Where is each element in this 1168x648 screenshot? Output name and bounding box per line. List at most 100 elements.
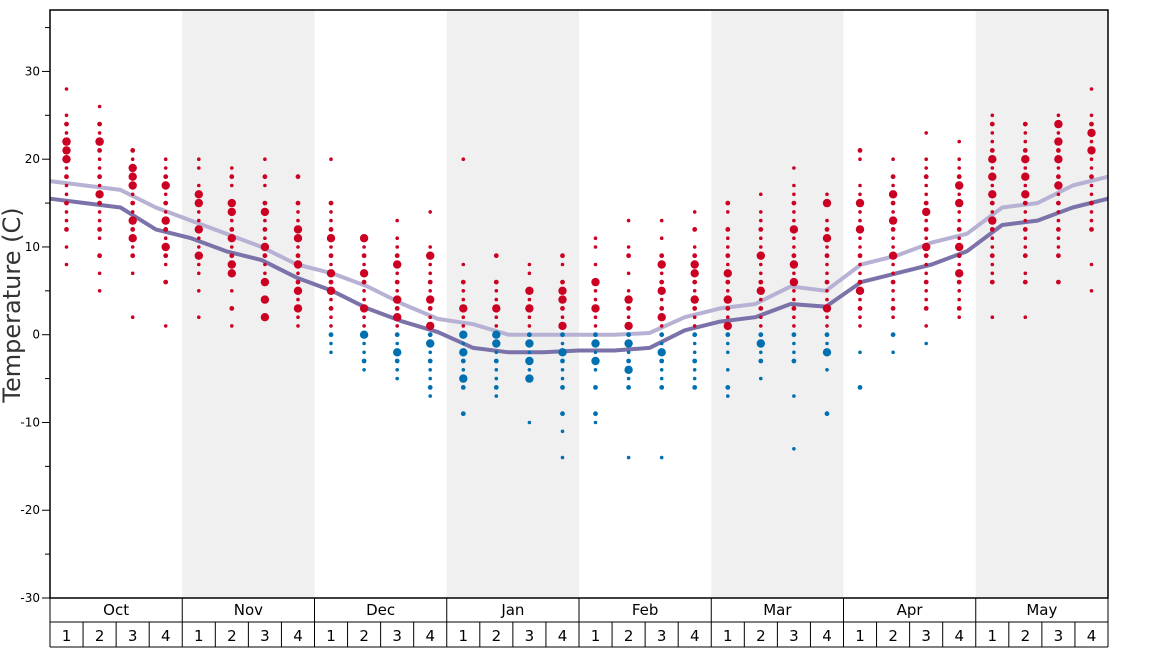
week-label: 4 — [954, 627, 964, 645]
data-point — [591, 277, 600, 287]
data-point — [692, 376, 697, 381]
data-point — [64, 166, 69, 170]
data-point — [64, 210, 69, 214]
y-tick-label: -30 — [20, 591, 40, 605]
data-point — [956, 227, 962, 232]
data-point — [792, 166, 796, 170]
data-point — [395, 324, 400, 328]
data-point — [792, 210, 796, 214]
data-point — [858, 297, 862, 302]
data-point — [791, 332, 797, 338]
data-point — [1022, 148, 1028, 153]
week-label: 3 — [921, 627, 931, 645]
data-point — [296, 315, 300, 320]
data-point — [227, 269, 236, 278]
data-point — [293, 234, 303, 243]
data-point — [393, 295, 402, 304]
data-point — [64, 131, 69, 135]
data-point — [163, 166, 168, 170]
data-point — [326, 286, 336, 295]
data-point — [461, 297, 466, 302]
data-point — [591, 339, 600, 348]
week-label: 2 — [359, 627, 369, 645]
data-point — [593, 236, 598, 240]
data-point — [426, 295, 435, 304]
data-point — [723, 321, 732, 331]
data-point — [1056, 210, 1061, 214]
data-point — [759, 262, 763, 267]
data-point — [1056, 279, 1061, 285]
data-point — [725, 332, 731, 338]
data-point — [229, 306, 235, 311]
data-point — [726, 262, 730, 267]
data-point — [97, 236, 102, 240]
data-point — [527, 420, 532, 425]
data-point — [329, 245, 333, 249]
data-point — [1023, 315, 1028, 320]
data-point — [792, 315, 796, 320]
data-point — [130, 245, 135, 249]
data-point — [296, 297, 300, 302]
data-point — [924, 289, 928, 293]
data-point — [362, 245, 366, 249]
data-point — [296, 245, 300, 249]
data-point — [957, 262, 961, 267]
data-point — [394, 332, 400, 338]
data-point — [659, 297, 664, 302]
data-point — [97, 157, 102, 161]
data-point — [593, 324, 598, 328]
data-point — [923, 227, 929, 232]
data-point — [64, 192, 69, 197]
data-point — [1023, 166, 1028, 170]
data-point — [792, 447, 796, 451]
data-point — [956, 174, 962, 180]
data-point — [494, 350, 499, 355]
data-point — [1022, 253, 1028, 259]
data-point — [1089, 262, 1094, 267]
data-point — [97, 148, 102, 153]
data-point — [690, 269, 699, 278]
data-point — [891, 210, 895, 214]
data-point — [990, 315, 995, 320]
data-point — [1089, 192, 1094, 197]
y-tick-label: -10 — [20, 415, 40, 429]
data-point — [560, 315, 565, 320]
data-point — [593, 420, 598, 425]
data-point — [197, 183, 201, 188]
data-point — [197, 236, 201, 240]
data-point — [824, 253, 830, 259]
data-point — [955, 269, 964, 278]
data-point — [855, 286, 865, 295]
week-label: 3 — [789, 627, 799, 645]
data-point — [988, 190, 997, 199]
month-band — [446, 10, 579, 598]
data-point — [825, 315, 829, 320]
data-point — [527, 332, 532, 338]
data-point — [229, 174, 235, 180]
data-point — [792, 324, 796, 328]
data-point — [792, 271, 796, 276]
data-point — [955, 181, 964, 190]
data-point — [955, 198, 964, 208]
data-point — [1089, 218, 1094, 223]
week-label: 1 — [62, 627, 72, 645]
data-point — [956, 306, 962, 311]
data-point — [759, 297, 763, 302]
data-point — [461, 289, 466, 293]
data-point — [659, 368, 664, 372]
data-point — [428, 315, 433, 320]
data-point — [395, 218, 400, 223]
data-point — [891, 271, 895, 276]
data-point — [161, 181, 170, 190]
data-point — [723, 295, 732, 304]
data-point — [756, 339, 765, 348]
data-point — [163, 236, 168, 240]
data-point — [427, 279, 433, 285]
data-point — [988, 155, 997, 164]
data-point — [460, 358, 466, 364]
data-point — [924, 131, 928, 135]
data-point — [1022, 121, 1028, 127]
average-lines — [49, 174, 1109, 355]
data-point — [263, 218, 267, 223]
data-point — [494, 289, 499, 293]
